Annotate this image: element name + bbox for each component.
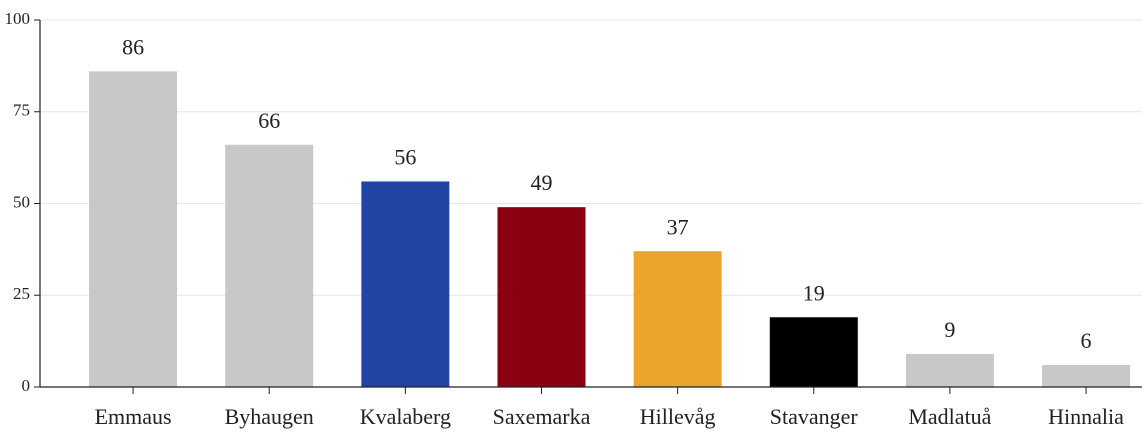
x-tick-label: Hillevåg bbox=[640, 404, 716, 429]
bar bbox=[89, 71, 178, 387]
value-label: 56 bbox=[394, 145, 416, 170]
bar bbox=[225, 144, 314, 387]
bar bbox=[769, 317, 858, 387]
bar bbox=[1042, 364, 1131, 387]
bar bbox=[361, 181, 450, 387]
y-tick-label: 75 bbox=[13, 101, 30, 120]
value-label: 86 bbox=[122, 34, 144, 59]
x-tick-label: Hinnalia bbox=[1048, 404, 1124, 429]
x-tick-label: Byhaugen bbox=[225, 404, 314, 429]
value-label: 49 bbox=[530, 170, 552, 195]
x-tick-label: Saxemarka bbox=[493, 404, 591, 429]
y-tick-label: 0 bbox=[22, 376, 31, 395]
y-tick-label: 25 bbox=[13, 284, 30, 303]
y-tick-label: 50 bbox=[13, 192, 30, 211]
x-tick-label: Emmaus bbox=[95, 404, 172, 429]
bar bbox=[633, 251, 722, 387]
x-tick-label: Madlatuå bbox=[908, 404, 991, 429]
value-label: 6 bbox=[1081, 328, 1092, 353]
x-tick-label: Kvalaberg bbox=[360, 404, 451, 429]
value-label: 66 bbox=[258, 108, 280, 133]
value-label: 9 bbox=[944, 317, 955, 342]
value-label: 19 bbox=[803, 280, 825, 305]
value-label: 37 bbox=[667, 214, 689, 239]
x-tick-label: Stavanger bbox=[770, 404, 859, 429]
bar bbox=[497, 207, 586, 387]
y-tick-label: 100 bbox=[5, 9, 31, 28]
bar bbox=[905, 353, 994, 387]
